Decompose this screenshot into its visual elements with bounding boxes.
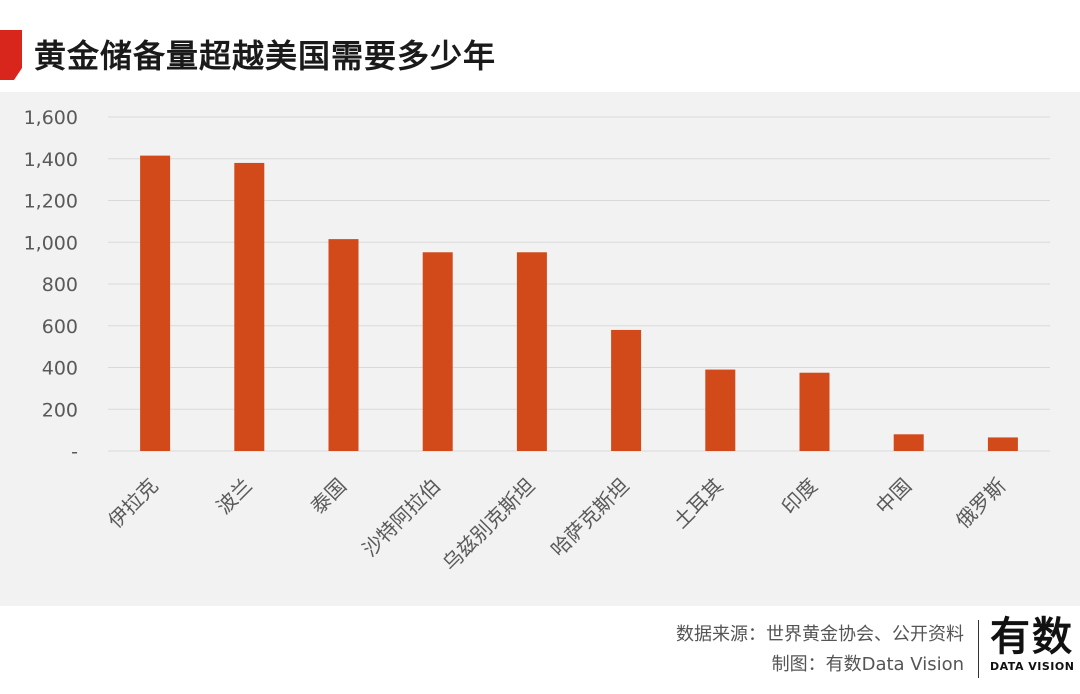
bars: [140, 155, 1018, 452]
bar: [234, 162, 265, 452]
gridlines: [108, 116, 1050, 452]
page-title: 黄金储备量超越美国需要多少年: [34, 37, 497, 75]
footer: 数据来源：世界黄金协会、公开资料 制图：有数Data Vision 有数 DAT…: [0, 606, 1080, 694]
y-tick-label: 400: [42, 358, 78, 380]
y-tick-label: 800: [42, 274, 78, 296]
y-tick-label: 1,400: [24, 149, 78, 171]
bar: [799, 372, 830, 451]
y-tick-label: 1,600: [24, 107, 78, 129]
x-tick-label: 哈萨克斯坦: [546, 474, 634, 562]
x-tick-label: 伊拉克: [103, 474, 162, 533]
source-text: 数据来源：世界黄金协会、公开资料 制图：有数Data Vision: [676, 620, 964, 680]
bar: [516, 252, 547, 451]
x-tick-label: 土耳其: [668, 474, 727, 533]
x-tick-label: 乌兹别克斯坦: [438, 474, 540, 576]
x-tick-label: 印度: [777, 474, 822, 519]
y-axis: - 200 400 600 800 1,000 1,200 1,400 1,600: [24, 107, 78, 463]
bar: [328, 239, 359, 451]
logo-divider: [978, 620, 979, 678]
y-tick-label: 200: [42, 399, 78, 421]
y-tick-label: 1,000: [24, 232, 78, 254]
title-bar: 黄金储备量超越美国需要多少年: [0, 0, 1080, 92]
logo-en: DATA VISION: [990, 660, 1075, 673]
made-by-line: 制图：有数Data Vision: [771, 654, 964, 675]
bar: [987, 437, 1018, 451]
y-tick-label: -: [71, 441, 78, 463]
bar: [140, 155, 171, 451]
bar: [705, 369, 736, 451]
bar: [611, 329, 642, 451]
bar: [422, 252, 453, 451]
logo-cn: 有数: [990, 614, 1074, 660]
x-tick-label: 中国: [871, 474, 916, 519]
source-line: 数据来源：世界黄金协会、公开资料: [676, 624, 964, 645]
bar: [893, 434, 924, 451]
x-tick-label: 波兰: [212, 474, 257, 519]
x-tick-label: 沙特阿拉伯: [358, 474, 446, 562]
title-accent-icon: [0, 30, 22, 80]
x-tick-label: 泰国: [306, 474, 351, 519]
chart-panel: - 200 400 600 800 1,000 1,200 1,400 1,600 伊拉克 波兰 泰…: [0, 92, 1080, 606]
x-tick-label: 俄罗斯: [951, 474, 1010, 533]
y-tick-label: 1,200: [24, 191, 78, 213]
y-tick-label: 600: [42, 316, 78, 338]
bar-chart: - 200 400 600 800 1,000 1,200 1,400 1,600 伊拉克 波兰 泰…: [24, 107, 1050, 576]
